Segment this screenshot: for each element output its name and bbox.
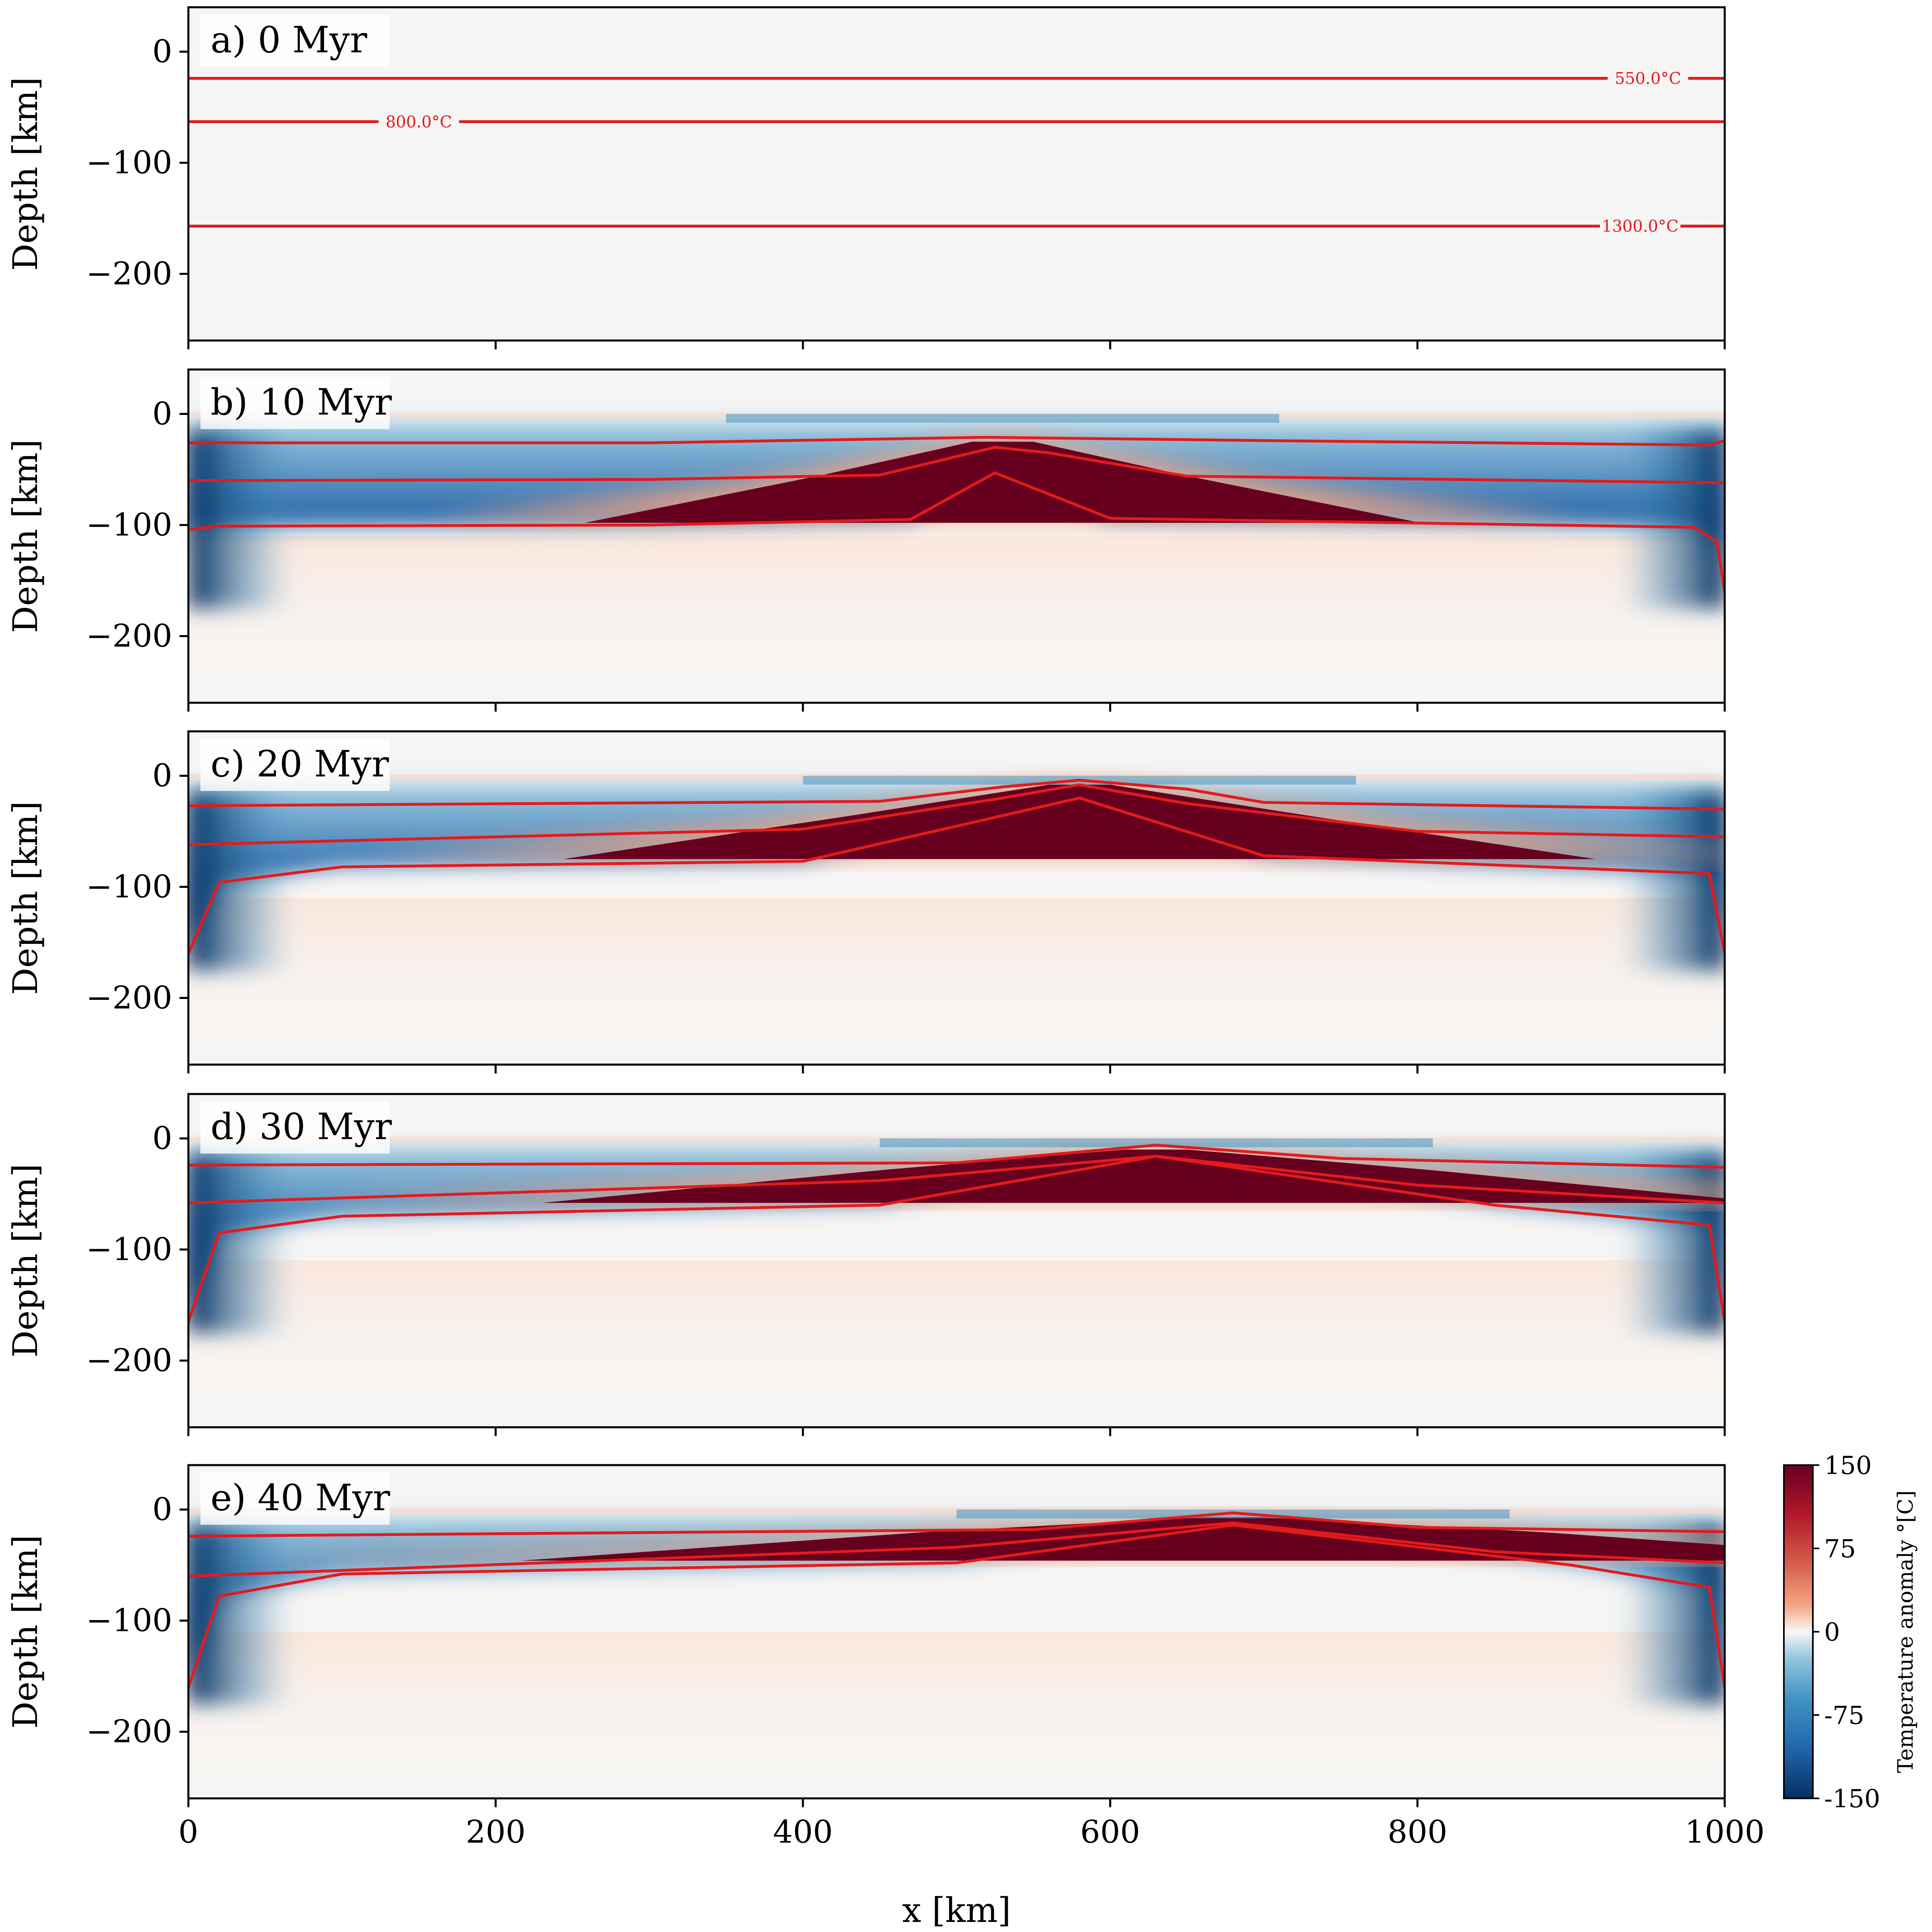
contour-label: 800.0°C: [386, 113, 452, 131]
x-tick-label: 200: [466, 1814, 526, 1850]
x-tick-label: 600: [1080, 1814, 1140, 1850]
contour-label-bg: [1608, 68, 1688, 88]
y-axis-label: Depth [km]: [6, 439, 45, 633]
panel-title: d) 30 Myr: [211, 1106, 392, 1148]
colorbar-tick-label: 150: [1824, 1451, 1872, 1480]
panel-b: b) 10 Myr 0 −100 −200 Depth [km]: [6, 368, 1726, 712]
y-tick-label: −100: [86, 869, 172, 905]
y-tick-label: −200: [86, 980, 172, 1016]
panel-title-box: [200, 1101, 390, 1154]
y-tick-label: −100: [86, 507, 172, 543]
y-tick-label: −200: [86, 1342, 172, 1379]
plot-background: [188, 7, 1725, 341]
axes-frame: [187, 6, 1726, 342]
contour-label-bg: [378, 112, 459, 132]
y-tick-label: −100: [86, 1602, 172, 1639]
colorbar-gradient: [1783, 1464, 1814, 1799]
x-tick-label: 1000: [1685, 1814, 1765, 1850]
plot-area: [188, 1465, 1725, 1798]
hot-anomaly: [541, 1150, 1725, 1203]
warm-mantle-shade: [188, 536, 1725, 703]
y-axis-label: Depth [km]: [6, 1535, 45, 1728]
contour-label: 550.0°C: [1615, 70, 1681, 88]
plot-area: 550.0°C 800.0°C 1300.0°C: [188, 7, 1725, 341]
isotherm-3: [188, 471, 1725, 592]
panels-group: 550.0°C 800.0°C 1300.0°C a) 0 Myr 0 −100 −200 D…: [6, 6, 1765, 1850]
y-tick-label: 0: [152, 33, 172, 70]
colorbar-tick-label: -75: [1824, 1701, 1864, 1730]
colorbar-label: Temperature anomaly °[C]: [1894, 1490, 1918, 1773]
y-axis-label: Depth [km]: [6, 1164, 45, 1357]
isotherm-1: [188, 1511, 1725, 1538]
y-axis-label: Depth [km]: [6, 801, 45, 995]
plot-area: [188, 1094, 1725, 1427]
y-tick-label: 0: [152, 1120, 172, 1156]
panel-title: b) 10 Myr: [211, 381, 392, 423]
x-tick-label: 400: [773, 1814, 833, 1850]
isotherm-2: [188, 783, 1725, 846]
y-tick-label: −200: [86, 1713, 172, 1750]
contour-label-bg: [1600, 216, 1681, 236]
cold-lithosphere: [188, 423, 1725, 592]
colorbar-tick-label: 0: [1824, 1617, 1840, 1647]
colorbar-tick-label: 75: [1824, 1534, 1856, 1563]
isotherm-2: [188, 446, 1725, 484]
cold-left-edge: [188, 1155, 293, 1333]
panel-title-box: [200, 739, 390, 791]
isotherm-1: [188, 436, 1725, 447]
warm-mantle-shade: [188, 1261, 1725, 1427]
panel-title: a) 0 Myr: [211, 19, 367, 61]
panel-c: c) 20 Myr 0 −100 −200 Depth [km]: [6, 730, 1726, 1073]
x-axis-label: x [km]: [902, 1891, 1011, 1930]
surface-cold-patch: [726, 414, 1280, 423]
y-axis-label: Depth [km]: [6, 77, 45, 270]
isotherm-3: [188, 1155, 1725, 1322]
y-tick-label: −100: [86, 144, 172, 181]
cold-left-edge: [188, 430, 293, 609]
y-tick-label: −200: [86, 618, 172, 654]
panel-e: e) 40 Myr 0 −100 −200 0 200 400 600 800 1000 Depth…: [6, 1464, 1765, 1850]
contour-label: 1300.0°C: [1602, 217, 1679, 236]
plot-area: [188, 369, 1725, 703]
panel-title-box: [200, 377, 390, 429]
x-tick-label: 0: [178, 1814, 198, 1850]
warm-mantle-shade: [188, 898, 1725, 1065]
cold-right-edge: [1620, 430, 1725, 609]
axes-frame: [187, 1464, 1726, 1800]
cold-right-edge: [1620, 792, 1725, 970]
cold-left-edge: [188, 1526, 293, 1704]
panel-title: e) 40 Myr: [211, 1477, 390, 1519]
panel-title-box: [200, 14, 390, 67]
plot-area: [188, 731, 1725, 1065]
panel-a: 550.0°C 800.0°C 1300.0°C a) 0 Myr 0 −100 −200 D…: [6, 6, 1726, 349]
y-tick-label: 0: [152, 396, 172, 432]
isotherm-2: [188, 1521, 1725, 1578]
hot-anomaly: [563, 784, 1596, 859]
cold-left-edge: [188, 792, 293, 970]
isotherm-3: [188, 1523, 1725, 1688]
y-tick-label: −100: [86, 1231, 172, 1267]
panel-title-box: [200, 1472, 390, 1525]
isotherm-3: [188, 796, 1725, 954]
panel-title: c) 20 Myr: [211, 743, 389, 785]
colorbar: 150 75 0 -75 -150 Temperature anomaly °[C]: [1783, 1451, 1918, 1813]
surface-cold-patch: [879, 1138, 1433, 1148]
y-tick-label: −200: [86, 256, 172, 292]
x-tick-label: 800: [1387, 1814, 1447, 1850]
panel-d: d) 30 Myr 0 −100 −200 Depth [km]: [6, 1093, 1726, 1436]
axes-frame: [187, 1093, 1726, 1428]
warm-mantle-shade: [188, 1632, 1725, 1798]
y-tick-label: 0: [152, 758, 172, 794]
isotherm-1: [188, 778, 1725, 811]
axes-frame: [187, 730, 1726, 1066]
y-tick-label: 0: [152, 1491, 172, 1527]
colorbar-tick-label: -150: [1824, 1784, 1880, 1813]
axes-frame: [187, 368, 1726, 704]
hot-anomaly: [584, 442, 1421, 523]
isotherm-1: [188, 1144, 1725, 1169]
